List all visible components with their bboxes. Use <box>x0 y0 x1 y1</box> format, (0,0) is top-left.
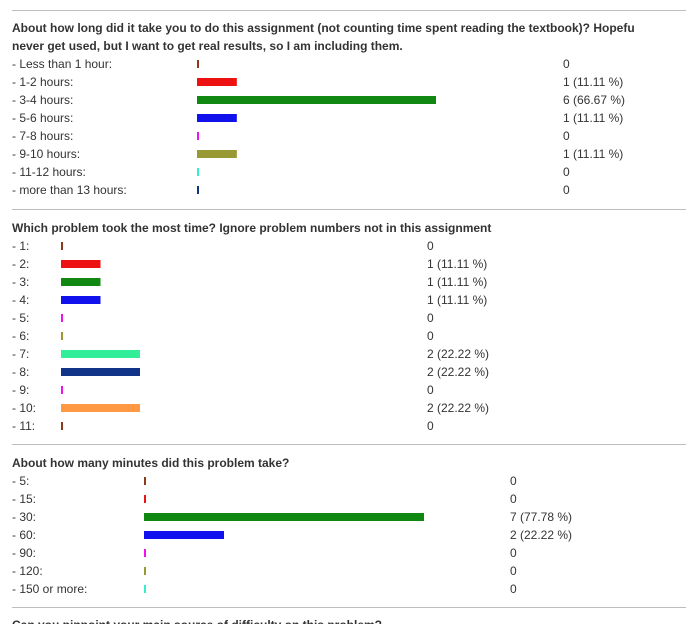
duration-bar-chart: - Less than 1 hour: 0 - 1-2 hours: 1 (11.11… <box>12 57 625 197</box>
category-label: - 120: <box>12 564 43 578</box>
value-label: 0 <box>510 492 517 506</box>
question-title: About how long did it take you to do thi… <box>12 21 635 35</box>
value-label: 0 <box>563 129 570 143</box>
section-divider <box>12 444 686 445</box>
category-label: - 30: <box>12 510 36 524</box>
value-label: 1 (11.11 %) <box>563 75 623 89</box>
category-label: - 4: <box>12 293 29 307</box>
category-label: - more than 13 hours: <box>12 183 127 197</box>
value-label: 1 (11.11 %) <box>563 147 623 161</box>
category-label: - 11-12 hours: <box>12 165 86 179</box>
bar <box>144 513 424 521</box>
category-label: - 2: <box>12 257 29 271</box>
value-label: 1 (11.11 %) <box>427 293 487 307</box>
value-label: 0 <box>563 165 570 179</box>
value-label: 7 (77.78 %) <box>510 510 572 524</box>
value-label: 6 (66.67 %) <box>563 93 625 107</box>
value-label: 0 <box>563 57 570 71</box>
value-label: 1 (11.11 %) <box>427 257 487 271</box>
category-label: - 8: <box>12 365 29 379</box>
bar <box>144 567 146 575</box>
value-label: 0 <box>427 383 434 397</box>
value-label: 0 <box>510 474 517 488</box>
category-label: - 90: <box>12 546 36 560</box>
value-label: 2 (22.22 %) <box>510 528 572 542</box>
bar <box>61 386 63 394</box>
category-label: - 1-2 hours: <box>12 75 73 89</box>
bar <box>197 168 199 176</box>
category-label: - Less than 1 hour: <box>12 57 112 71</box>
value-label: 2 (22.22 %) <box>427 401 489 415</box>
question-title: Which problem took the most time? Ignore… <box>12 221 492 235</box>
category-label: - 7-8 hours: <box>12 129 73 143</box>
bar <box>144 495 146 503</box>
category-label: - 5-6 hours: <box>12 111 73 125</box>
minutes-bar-chart: - 5: 0 - 15: 0 - 30: 7 (77.78 %) - 60: 2 (22.22… <box>12 474 572 596</box>
category-label: - 9-10 hours: <box>12 147 80 161</box>
bar <box>61 260 101 268</box>
category-label: - 5: <box>12 474 29 488</box>
category-label: - 5: <box>12 311 29 325</box>
bar <box>144 477 146 485</box>
category-label: - 10: <box>12 401 36 415</box>
category-label: - 7: <box>12 347 29 361</box>
value-label: 2 (22.22 %) <box>427 365 489 379</box>
survey-question-minutes: About how many minutes did this problem … <box>12 454 686 598</box>
bar <box>61 242 63 250</box>
question-title: Can you pinpoint your main source of dif… <box>12 616 686 624</box>
bar <box>144 531 224 539</box>
bar <box>61 404 140 412</box>
bar <box>144 585 146 593</box>
value-label: 0 <box>427 239 434 253</box>
value-label: 0 <box>510 582 517 596</box>
problem-bar-chart: - 1: 0 - 2: 1 (11.11 %) - 3: 1 (11.11 %) - 4: 1… <box>12 239 489 433</box>
section-divider <box>12 607 686 608</box>
category-label: - 1: <box>12 239 29 253</box>
survey-question-duration: About how long did it take you to do thi… <box>12 19 686 199</box>
survey-question-hardest-problem: Which problem took the most time? Ignore… <box>12 219 686 435</box>
bar <box>197 96 436 104</box>
value-label: 0 <box>510 546 517 560</box>
bar <box>197 132 199 140</box>
category-label: - 60: <box>12 528 36 542</box>
bar <box>61 296 101 304</box>
question-title: About how many minutes did this problem … <box>12 456 290 470</box>
value-label: 0 <box>510 564 517 578</box>
bar <box>61 368 140 376</box>
bar <box>61 314 63 322</box>
bar <box>61 350 140 358</box>
bar <box>61 332 63 340</box>
bar <box>61 422 63 430</box>
bar <box>197 60 199 68</box>
value-label: 0 <box>427 311 434 325</box>
section-divider <box>12 209 686 210</box>
question-title-continued: never get used, but I want to get real r… <box>12 39 403 53</box>
bar <box>197 150 237 158</box>
survey-question-difficulty: Can you pinpoint your main source of dif… <box>12 616 686 624</box>
bar <box>61 278 101 286</box>
value-label: 0 <box>427 329 434 343</box>
section-divider <box>12 10 686 11</box>
bar <box>197 78 237 86</box>
value-label: 0 <box>427 419 434 433</box>
value-label: 1 (11.11 %) <box>563 111 623 125</box>
value-label: 2 (22.22 %) <box>427 347 489 361</box>
bar <box>197 114 237 122</box>
category-label: - 3: <box>12 275 29 289</box>
category-label: - 9: <box>12 383 29 397</box>
bar <box>144 549 146 557</box>
category-label: - 15: <box>12 492 36 506</box>
value-label: 1 (11.11 %) <box>427 275 487 289</box>
value-label: 0 <box>563 183 570 197</box>
category-label: - 150 or more: <box>12 582 87 596</box>
category-label: - 11: <box>12 419 35 433</box>
bar <box>197 186 199 194</box>
category-label: - 3-4 hours: <box>12 93 73 107</box>
category-label: - 6: <box>12 329 29 343</box>
